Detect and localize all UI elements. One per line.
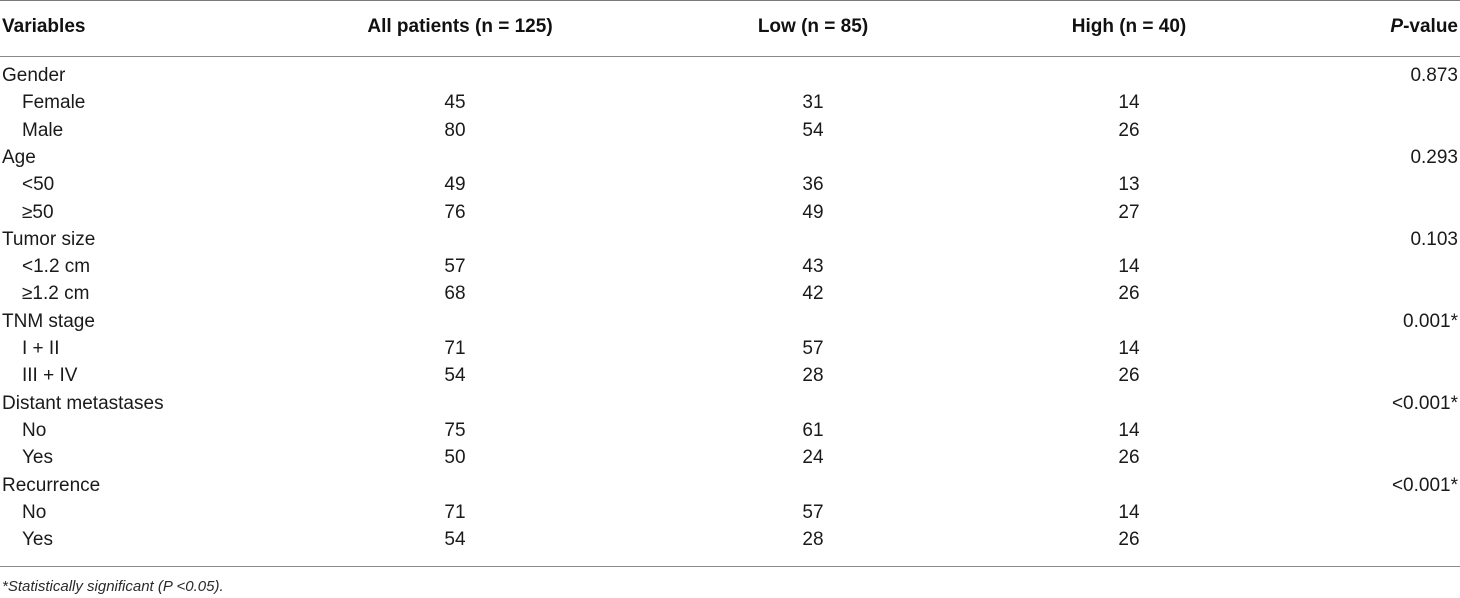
table-row: ≥50 76 49 27 [0,199,1460,226]
cell-all-patients: 71 [444,501,466,523]
table-header-row: Variables All patients (n = 125) Low (n … [0,13,1460,40]
table-row: Male 80 54 26 [0,117,1460,144]
group-label: Distant metastases [2,392,164,414]
cell-all-patients: 57 [444,256,466,278]
cell-all-patients: 50 [444,447,466,469]
row-label: I + II [22,338,60,359]
cell-all-patients: 54 [444,365,466,387]
cell-low: 36 [802,174,824,196]
table-row: No 75 61 14 [0,417,1460,444]
table-group-row: TNM stage 0.001* [0,308,1460,335]
group-p-value: 0.293 [1410,146,1458,168]
cell-low: 61 [802,419,824,441]
table-group-row: Distant metastases <0.001* [0,390,1460,417]
header-low: Low (n = 85) [757,16,869,37]
cell-low: 57 [802,338,824,359]
group-p-value: 0.103 [1410,228,1458,250]
cell-all-patients: 68 [444,283,466,305]
cell-low: 24 [802,447,824,469]
cell-high: 26 [1118,447,1140,469]
row-label: <50 [22,174,55,196]
cell-high: 26 [1118,529,1140,551]
cell-low: 43 [802,256,824,278]
header-p-letter: P [1390,16,1404,37]
row-label: Yes [22,529,53,551]
cell-high: 14 [1118,256,1140,278]
header-p-suffix: -value [1403,16,1458,37]
cell-all-patients: 54 [444,529,466,551]
cell-low: 57 [802,501,824,523]
cell-high: 14 [1118,92,1140,114]
group-p-value: 0.873 [1410,65,1458,86]
table-row: III + IV 54 28 26 [0,362,1460,389]
cell-low: 31 [802,92,824,114]
row-label: Yes [22,447,53,469]
cell-low: 28 [802,529,824,551]
cell-high: 14 [1118,501,1140,523]
header-p-value: P-value [1390,13,1458,40]
row-label: Male [22,119,64,141]
row-label: ≥1.2 cm [22,283,90,305]
table-row: <1.2 cm 57 43 14 [0,253,1460,280]
cell-high: 14 [1118,419,1140,441]
header-all-patients: All patients (n = 125) [367,16,553,37]
cell-all-patients: 75 [444,419,466,441]
cell-all-patients: 45 [444,92,466,114]
row-label: No [22,419,47,441]
header-variables: Variables [2,16,86,37]
cell-high: 27 [1118,201,1140,223]
table-row: Yes 54 28 26 [0,526,1460,553]
table-row: ≥1.2 cm 68 42 26 [0,280,1460,307]
cell-all-patients: 71 [444,338,466,359]
table-group-row: Recurrence <0.001* [0,472,1460,499]
group-label: Recurrence [2,474,101,496]
group-label: Tumor size [2,228,96,250]
table-row: Female 45 31 14 [0,89,1460,116]
cell-all-patients: 80 [444,119,466,141]
cell-high: 26 [1118,119,1140,141]
cell-low: 54 [802,119,824,141]
row-label: Female [22,92,86,114]
group-p-value: <0.001* [1391,474,1458,496]
table-bottom-rule [0,566,1460,567]
table-footnote: *Statistically significant (P <0.05). [2,578,224,595]
cell-all-patients: 76 [444,201,466,223]
cell-low: 42 [802,283,824,305]
cell-all-patients: 49 [444,174,466,196]
table-group-row: Gender 0.873 [0,62,1460,89]
row-label: <1.2 cm [22,256,91,278]
row-label: ≥50 [22,201,54,223]
table-group-row: Tumor size 0.103 [0,226,1460,253]
cell-high: 14 [1118,338,1140,359]
table-row: No 71 57 14 [0,499,1460,526]
group-p-value: 0.001* [1403,310,1458,332]
table-top-rule [0,0,1460,1]
header-high: High (n = 40) [1071,16,1187,37]
row-label: III + IV [22,365,78,387]
row-label: No [22,501,47,523]
group-label: Age [2,146,36,168]
table-row: Yes 50 24 26 [0,444,1460,471]
table-group-row: Age 0.293 [0,144,1460,171]
cell-low: 49 [802,201,824,223]
group-label: Gender [2,65,66,86]
cell-high: 26 [1118,365,1140,387]
table-row: I + II 71 57 14 [0,335,1460,362]
group-label: TNM stage [2,310,95,332]
cell-low: 28 [802,365,824,387]
table-header-rule [0,56,1460,57]
group-p-value: <0.001* [1391,392,1458,414]
cell-high: 26 [1118,283,1140,305]
cell-high: 13 [1118,174,1140,196]
table-row: <50 49 36 13 [0,171,1460,198]
